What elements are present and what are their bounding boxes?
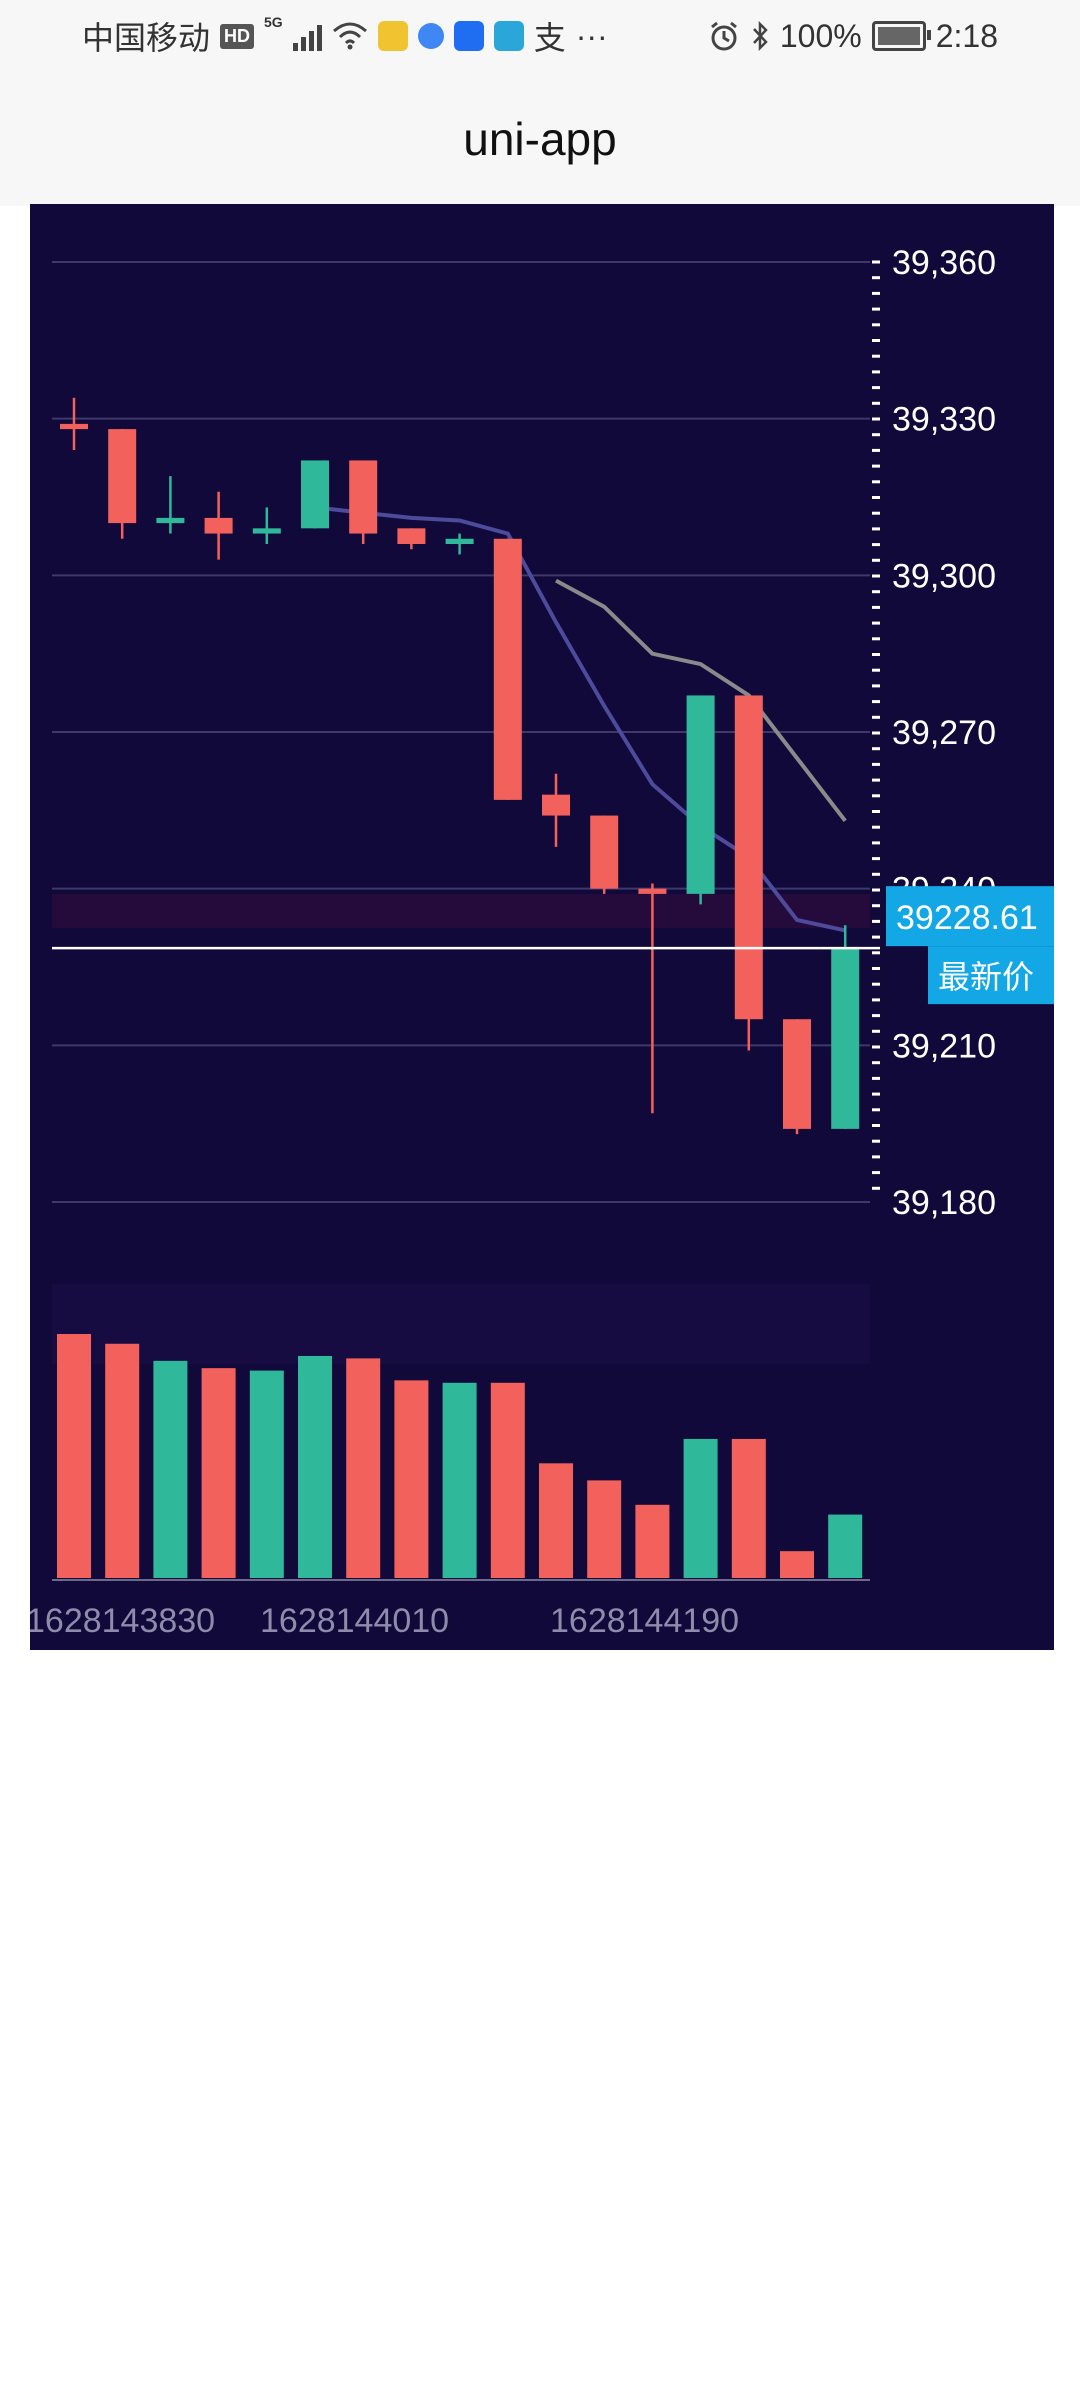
app-icon [417, 23, 444, 49]
candle-body [156, 517, 185, 524]
battery-percent: 100% [779, 17, 862, 54]
volume-bar [346, 1358, 381, 1578]
grid [52, 261, 870, 1364]
x-tick-label: 1628143830 [30, 1602, 215, 1640]
volume-bar [539, 1463, 573, 1578]
price-axis: 39,36039,33039,30039,27039,24039,21039,1… [872, 244, 996, 1222]
network-type: 5G [264, 14, 283, 30]
volume-bar [249, 1370, 284, 1578]
x-tick-label: 1628144010 [260, 1602, 449, 1640]
candle-body [686, 695, 715, 894]
last-price-marker: 39228.61 最新价 [52, 886, 1054, 1005]
bluetooth-icon [752, 20, 768, 52]
price-band [52, 894, 870, 928]
candle-body [397, 528, 426, 544]
nav-bar: uni-app [0, 72, 1080, 206]
status-bar: 中国移动 HD 5G 支 ··· 100% 2:18 [0, 0, 1080, 72]
volume-bar [635, 1504, 670, 1578]
volume-bar [828, 1514, 863, 1578]
volume-bar [201, 1368, 236, 1578]
kline-chart-svg: 1628143830 1628144010 1628144190 39,360 39,… [30, 244, 1054, 1640]
x-tick-label: 1628144190 [550, 1602, 739, 1640]
candle-body [60, 423, 88, 430]
y-tick-label: 39,210 [892, 1027, 996, 1065]
candle-body [204, 517, 233, 534]
battery-icon [871, 21, 931, 51]
y-tick-label: 39,330 [892, 401, 996, 439]
app-icon [377, 21, 408, 51]
y-tick-label: 39,270 [892, 714, 996, 752]
y-tick-label: 39,360 [892, 244, 996, 282]
status-right: 100% 2:18 [708, 14, 998, 58]
last-price-label-box [928, 946, 1054, 1005]
candle-body [734, 695, 763, 1020]
wifi-icon [332, 22, 367, 50]
candle-body [301, 460, 329, 529]
candles [60, 397, 860, 1135]
alarm-icon [710, 21, 737, 51]
volume-bar [442, 1382, 477, 1578]
status-left: 中国移动 HD 5G 支 ··· [82, 14, 608, 58]
y-tick-label: 39,180 [892, 1184, 996, 1222]
app-icon [453, 21, 484, 51]
ma-slow-line [555, 578, 847, 823]
volume-bar [587, 1480, 622, 1578]
volume-bar [105, 1343, 140, 1578]
volume-bar [298, 1355, 332, 1578]
more-notifications-icon: ··· [575, 17, 608, 54]
y-tick-label: 39,300 [892, 557, 996, 595]
alipay-icon: 支 [533, 20, 566, 56]
candle-body [493, 538, 522, 800]
candle-body [542, 794, 570, 816]
moving-averages [314, 505, 847, 933]
last-price-value: 39228.61 [896, 899, 1038, 937]
volume-bar [731, 1438, 766, 1578]
volume-bar [490, 1382, 525, 1578]
volume-bars: 1628143830 1628144010 1628144190 [30, 1334, 870, 1640]
volume-bar [394, 1380, 429, 1578]
candle-body [831, 948, 860, 1129]
last-price-label: 最新价 [938, 958, 1034, 996]
volume-bar [780, 1551, 814, 1578]
signal-icon [292, 21, 322, 51]
app-icon [493, 21, 524, 51]
carrier-name: 中国移动 [82, 20, 211, 56]
last-price-box [886, 886, 1054, 947]
volume-band [52, 1284, 870, 1364]
volume-bar [683, 1438, 718, 1578]
volume-bar [57, 1334, 91, 1578]
hd-icon: HD [220, 23, 255, 49]
candle-body [638, 888, 667, 894]
candle-body [590, 815, 619, 889]
candle-body [252, 528, 281, 534]
candle-body [445, 538, 474, 544]
kline-chart[interactable]: 1628143830 1628144010 1628144190 39,360 39,… [30, 204, 1054, 1650]
clock: 2:18 [935, 17, 998, 54]
volume-bar [153, 1360, 188, 1578]
candle-body [108, 429, 137, 524]
candle-body [783, 1019, 811, 1129]
page-title: uni-app [463, 113, 617, 165]
candle-body [349, 460, 378, 534]
